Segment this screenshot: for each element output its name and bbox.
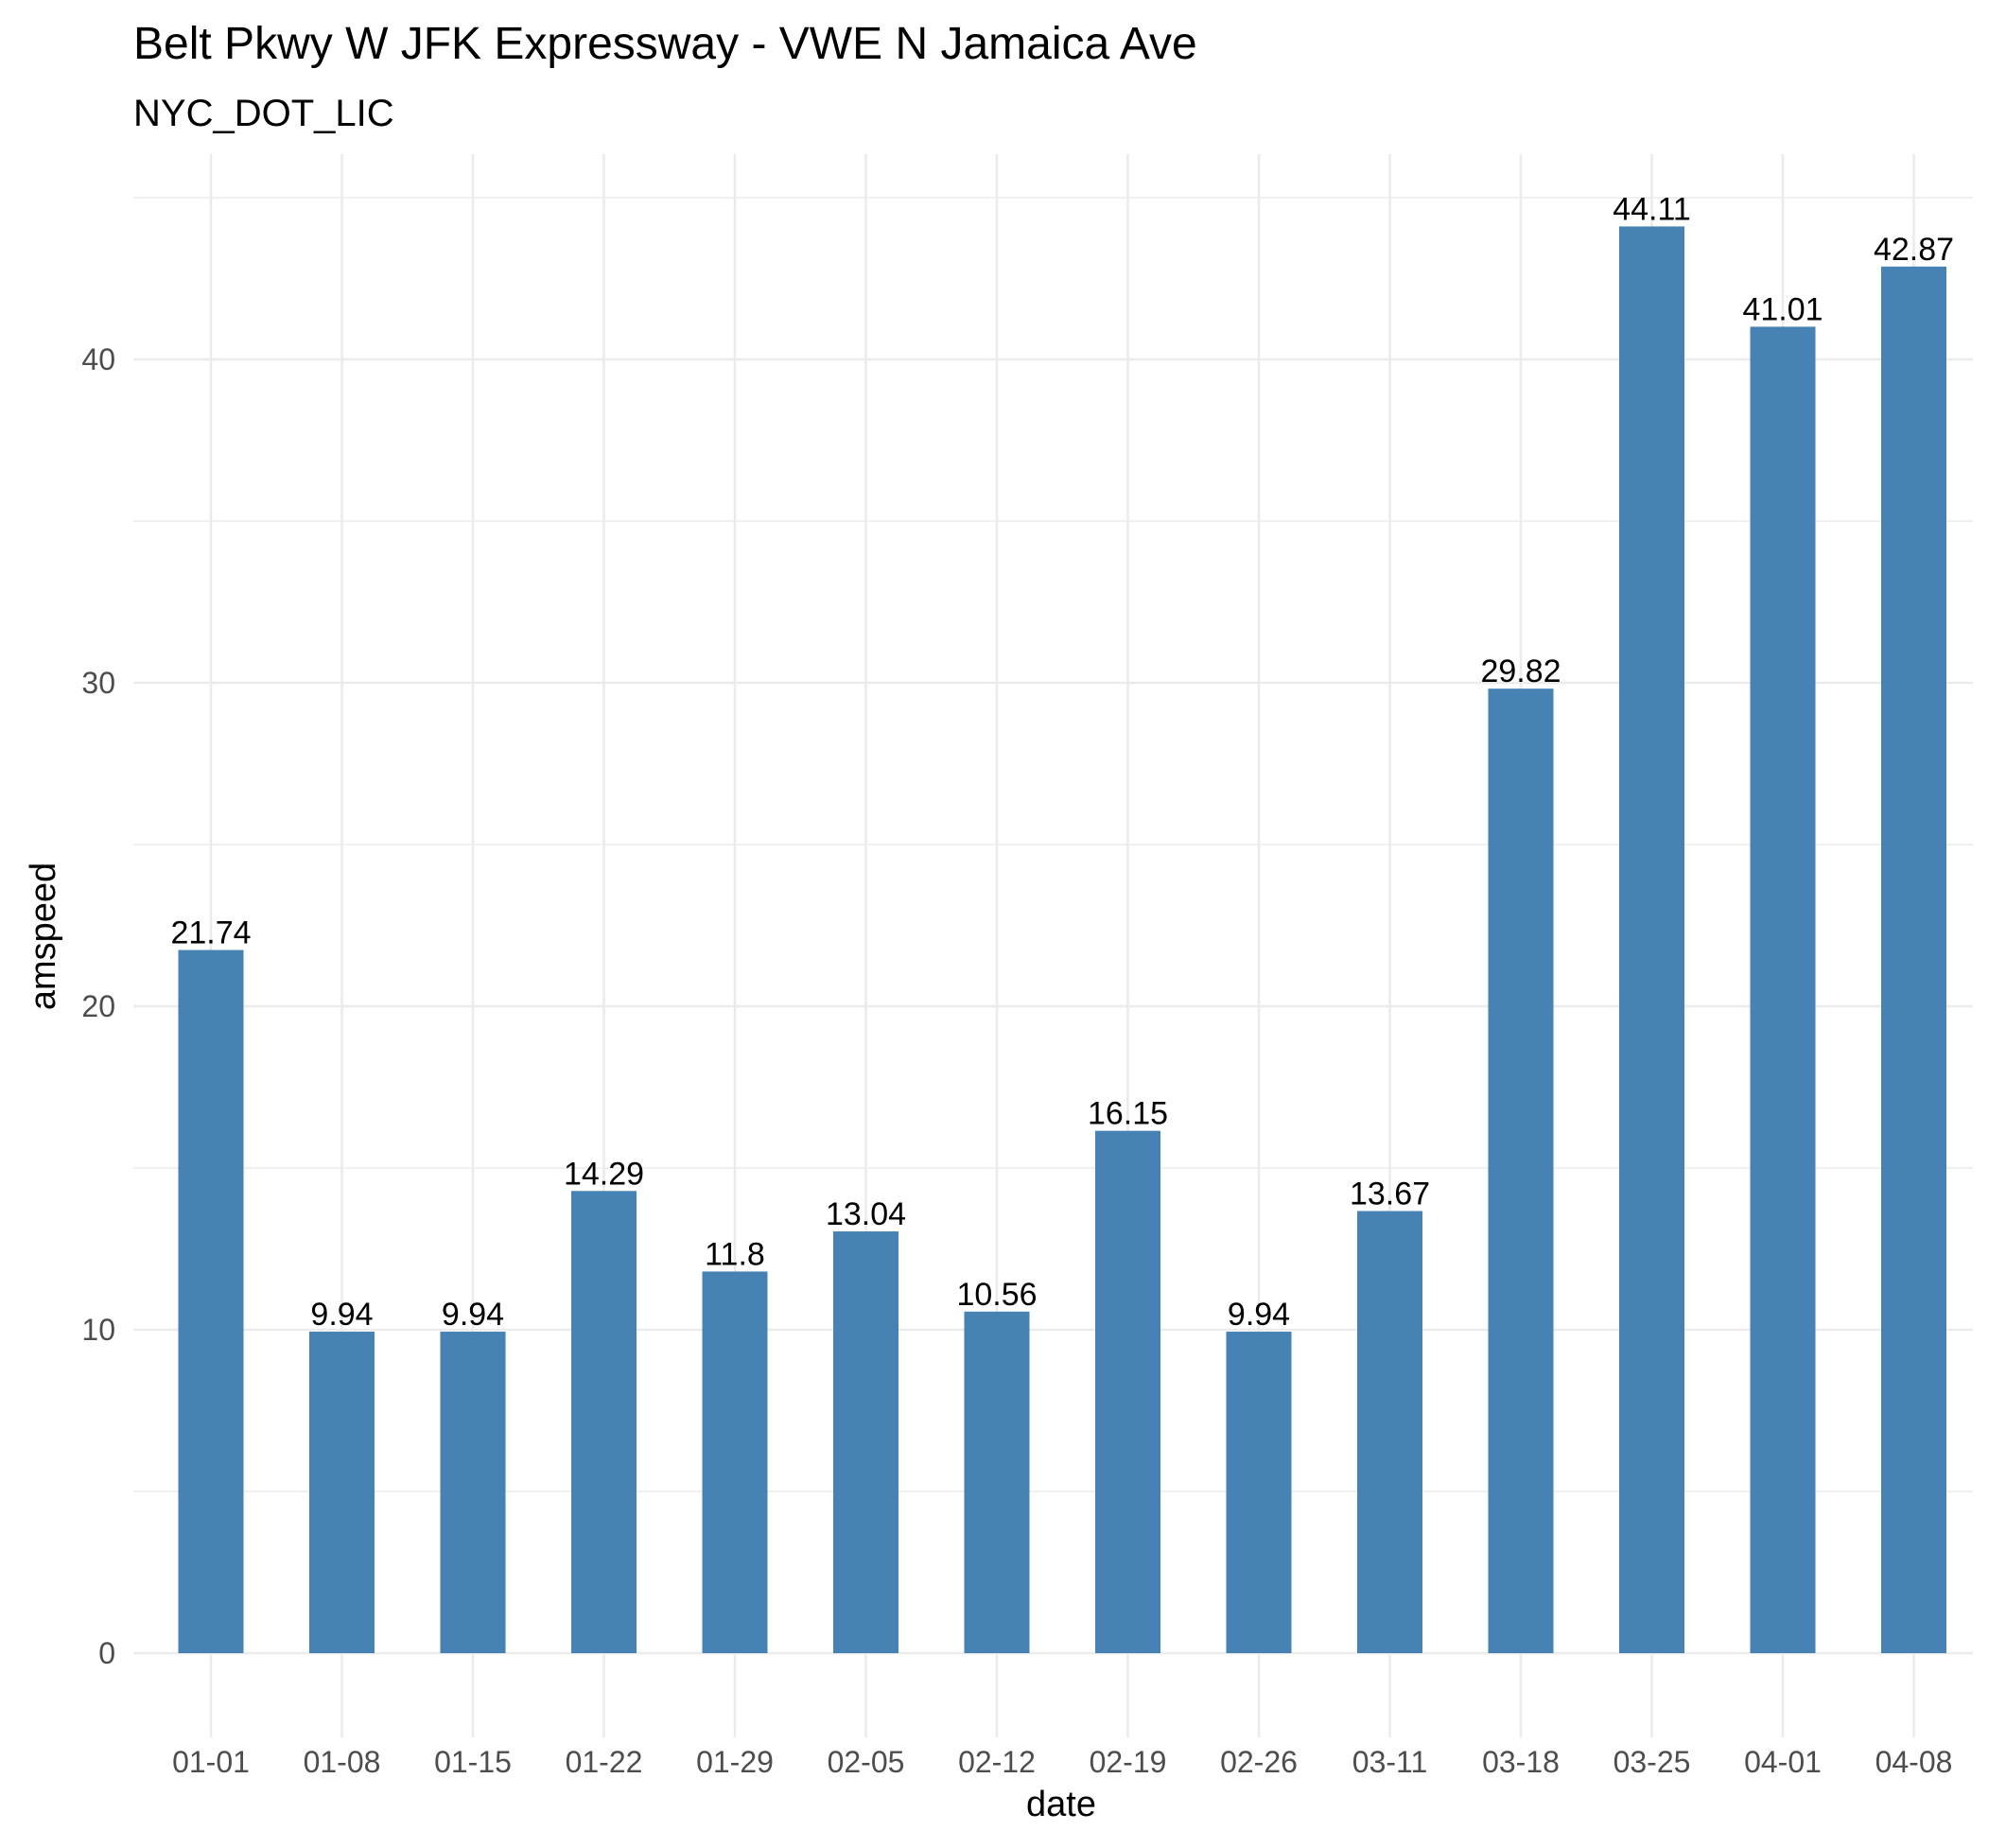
bar-value-label: 42.87 [1874, 232, 1954, 268]
bar [309, 1332, 375, 1653]
x-tick-label: 04-01 [1744, 1745, 1822, 1779]
x-tick-label: 01-29 [696, 1745, 774, 1779]
bar-value-label: 16.15 [1088, 1096, 1168, 1132]
x-axis-ticks: 01-01 01-08 01-15 01-22 01-29 02-05 02-12 02-19… [172, 1745, 1952, 1779]
y-tick-label: 20 [81, 989, 115, 1023]
bar-value-label: 41.01 [1742, 291, 1823, 327]
bar-value-label: 14.29 [564, 1156, 644, 1192]
bar-value-label: 13.04 [826, 1196, 906, 1232]
bar-value-label: 9.94 [1228, 1297, 1290, 1333]
bar-value-label: 21.74 [170, 915, 251, 950]
y-tick-label: 40 [81, 342, 115, 376]
x-tick-label: 03-11 [1352, 1745, 1427, 1779]
bar-value-label: 9.94 [310, 1297, 373, 1333]
y-axis-ticks: 0 10 20 30 40 [81, 342, 115, 1670]
x-tick-label: 01-01 [172, 1745, 250, 1779]
bar [440, 1332, 506, 1653]
bar [833, 1231, 898, 1653]
x-tick-label: 02-12 [958, 1745, 1036, 1779]
bars [178, 226, 1946, 1654]
x-tick-label: 04-08 [1875, 1745, 1953, 1779]
chart-title: Belt Pkwy W JFK Expressway - VWE N Jamai… [133, 19, 1197, 69]
y-tick-label: 0 [98, 1636, 115, 1670]
bar [1881, 266, 1946, 1654]
chart-subtitle: NYC_DOT_LIC [133, 93, 394, 134]
bar [1619, 226, 1684, 1654]
bar [964, 1311, 1030, 1653]
x-tick-label: 02-05 [828, 1745, 905, 1779]
bar-value-label: 13.67 [1350, 1176, 1430, 1212]
x-tick-label: 01-15 [434, 1745, 512, 1779]
x-tick-label: 02-26 [1220, 1745, 1298, 1779]
bar [1488, 689, 1554, 1653]
bar-value-label: 29.82 [1480, 654, 1561, 689]
x-tick-label: 03-25 [1614, 1745, 1691, 1779]
bar [1226, 1332, 1292, 1653]
y-axis-title: amspeed [24, 863, 63, 1010]
x-tick-label: 02-19 [1090, 1745, 1167, 1779]
gridlines [133, 154, 1973, 1737]
bar-value-label: 44.11 [1613, 191, 1691, 227]
x-tick-label: 01-22 [566, 1745, 643, 1779]
bar [178, 950, 244, 1653]
bar-value-label: 10.56 [956, 1277, 1037, 1313]
bar [1750, 326, 1816, 1653]
bar [702, 1271, 768, 1653]
bar [1357, 1211, 1422, 1653]
x-tick-label: 03-18 [1482, 1745, 1560, 1779]
y-tick-label: 10 [81, 1313, 115, 1347]
bar-value-label: 9.94 [442, 1297, 504, 1333]
bar-value-label: 11.8 [705, 1236, 765, 1272]
bar [571, 1191, 637, 1653]
bar-value-labels: 21.74 9.94 9.94 14.29 11.8 13.04 10.56 16.15 9.9… [170, 191, 1954, 1333]
y-tick-label: 30 [81, 666, 115, 700]
bar [1095, 1130, 1160, 1653]
x-axis-title: date [1026, 1785, 1096, 1824]
x-tick-label: 01-08 [304, 1745, 381, 1779]
